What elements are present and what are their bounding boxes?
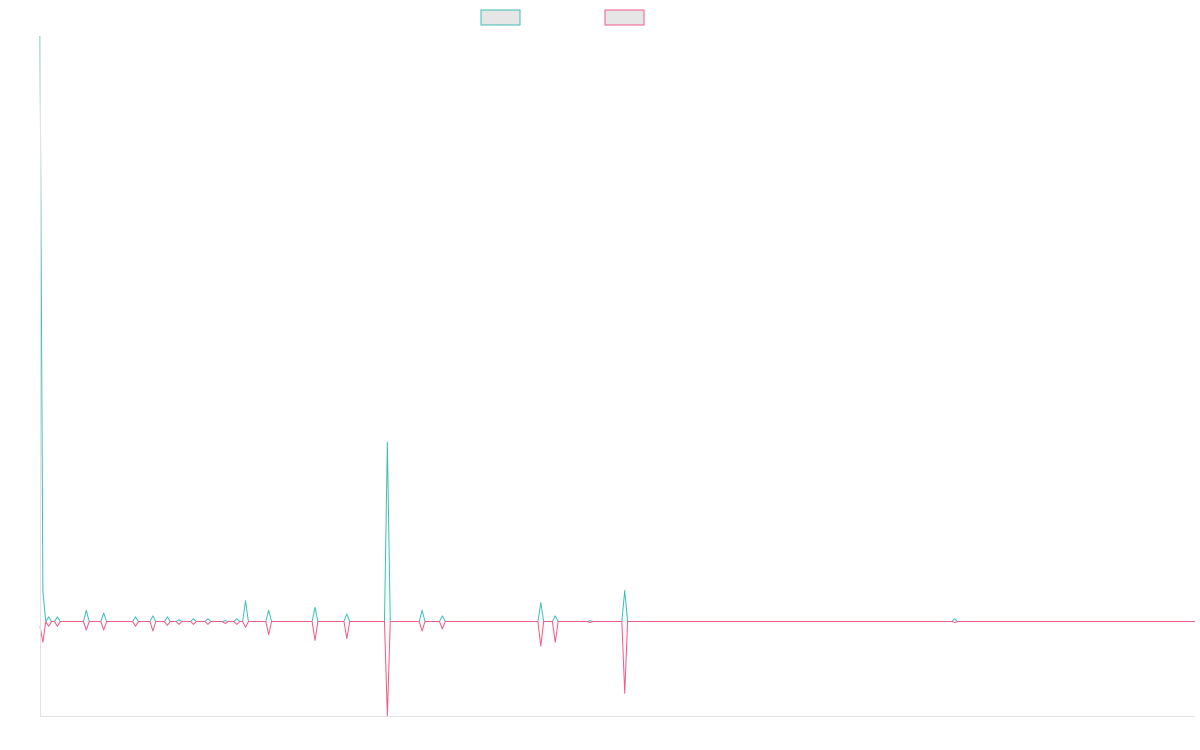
legend-swatch-teal[interactable] [480, 9, 521, 26]
series-1-line [39, 621, 1195, 717]
legend-swatch-pink[interactable] [604, 9, 645, 26]
series-1-area [40, 622, 1195, 716]
series-0-line [39, 35, 1195, 623]
series-0-area [40, 36, 1195, 622]
legend[interactable] [480, 9, 645, 26]
series-layer [39, 35, 1195, 717]
